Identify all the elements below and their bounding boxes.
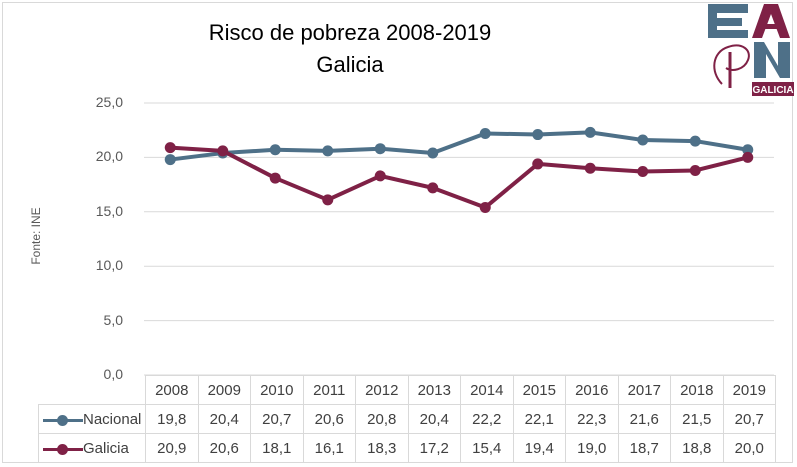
data-point-nacional	[584, 126, 596, 138]
x-tick-label: 2009	[197, 375, 251, 405]
data-label-galicia: 19,4	[512, 433, 566, 463]
data-label-galicia: 18,1	[250, 433, 304, 463]
data-label-nacional: 19,8	[145, 404, 199, 434]
x-tick-label: 2018	[670, 375, 724, 405]
data-point-galicia	[689, 164, 701, 176]
legend-label-galicia: Galicia	[83, 439, 129, 457]
legend-key-nacional	[43, 414, 83, 426]
x-tick-label: 2019	[722, 375, 776, 405]
eapn-galicia-logo: GALICIA	[708, 4, 794, 96]
data-label-galicia: 20,0	[722, 433, 776, 463]
chart-frame	[2, 2, 793, 463]
x-tick-label: 2011	[302, 375, 356, 405]
data-point-nacional	[374, 143, 386, 155]
y-tick-label: 0,0	[103, 366, 123, 382]
data-point-nacional	[427, 147, 439, 159]
data-point-nacional	[269, 144, 281, 156]
data-label-galicia: 15,4	[460, 433, 514, 463]
table-row-galicia: Galicia 20,9 20,6 18,1 16,1 18,3 17,2 15,4 19,4…	[38, 433, 776, 463]
data-label-nacional: 22,1	[512, 404, 566, 434]
data-label-nacional: 22,3	[565, 404, 619, 434]
data-point-nacional	[532, 129, 544, 141]
series-line-galicia	[170, 145, 749, 210]
data-point-galicia	[479, 201, 491, 213]
data-point-galicia	[742, 151, 754, 163]
data-point-galicia	[164, 142, 176, 154]
data-point-galicia	[374, 170, 386, 182]
data-label-nacional: 20,4	[407, 404, 461, 434]
data-label-galicia: 20,6	[197, 433, 251, 463]
x-tick-label: 2010	[250, 375, 304, 405]
legend-galicia: Galicia	[38, 433, 146, 463]
y-tick-label: 25,0	[95, 94, 123, 110]
y-tick-label: 10,0	[95, 257, 123, 274]
data-point-nacional	[689, 135, 701, 147]
data-label-galicia: 20,9	[145, 433, 199, 463]
data-point-nacional	[637, 134, 649, 146]
legend-key-galicia	[43, 443, 83, 455]
data-label-nacional: 20,7	[722, 404, 776, 434]
data-point-galicia	[427, 182, 439, 194]
legend-nacional: Nacional	[38, 404, 146, 434]
data-point-galicia	[532, 158, 544, 170]
data-label-nacional: 21,6	[617, 404, 671, 434]
data-label-nacional: 20,8	[355, 404, 409, 434]
data-label-nacional: 20,6	[302, 404, 356, 434]
chart-subtitle: Galicia	[316, 52, 384, 77]
data-point-galicia	[217, 145, 229, 157]
data-point-galicia	[322, 194, 334, 206]
x-tick-label: 2012	[355, 375, 409, 405]
legend-label-nacional: Nacional	[83, 410, 142, 428]
table-corner	[39, 376, 146, 405]
data-table: 2008 2009 2010 2011 2012 2013 2014 2015 2016 2017…	[38, 375, 776, 463]
x-tick-label: 2013	[407, 375, 461, 405]
data-label-nacional: 21,5	[670, 404, 724, 434]
y-tick-label: 15,0	[95, 202, 123, 219]
x-tick-label: 2015	[512, 375, 566, 405]
x-tick-label: 2008	[145, 375, 199, 405]
data-point-galicia	[269, 172, 281, 184]
data-label-galicia: 18,8	[670, 433, 724, 463]
svg-text:GALICIA: GALICIA	[752, 85, 793, 96]
data-label-galicia: 18,7	[617, 433, 671, 463]
data-label-galicia: 17,2	[407, 433, 461, 463]
data-point-galicia	[637, 166, 649, 178]
data-label-galicia: 19,0	[565, 433, 619, 463]
chart-title: Risco de pobreza 2008-2019	[208, 20, 492, 45]
x-tick-label: 2016	[565, 375, 619, 405]
y-tick-label: 5,0	[103, 311, 123, 328]
data-label-galicia: 16,1	[302, 433, 356, 463]
y-tick-label: 20,0	[95, 148, 123, 165]
data-label-nacional: 20,7	[250, 404, 304, 434]
data-point-galicia	[584, 162, 596, 174]
data-label-galicia: 18,3	[355, 433, 409, 463]
table-row-nacional: Nacional 19,8 20,4 20,7 20,6 20,8 20,4 22,2 22,…	[38, 404, 776, 434]
data-label-nacional: 22,2	[460, 404, 514, 434]
data-point-nacional	[164, 154, 176, 166]
x-tick-label: 2014	[460, 375, 514, 405]
data-point-nacional	[479, 127, 491, 139]
data-point-nacional	[322, 145, 334, 157]
series-line-nacional	[170, 130, 749, 162]
data-label-nacional: 20,4	[197, 404, 251, 434]
x-tick-label: 2017	[617, 375, 671, 405]
data-point-nacional	[742, 144, 754, 156]
